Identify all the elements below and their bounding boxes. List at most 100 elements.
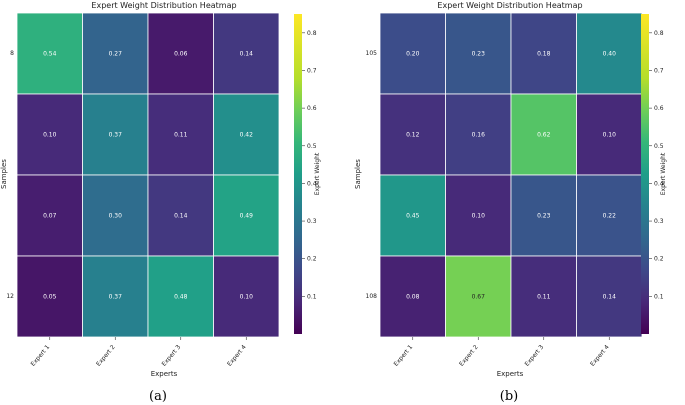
- cell-value-label: 0.08: [406, 294, 420, 301]
- cell-value-label: 0.62: [537, 132, 551, 139]
- x-tick-label: Expert 2: [458, 344, 480, 368]
- x-axis-label: Experts: [497, 370, 524, 378]
- heatmap-cell: [16, 255, 83, 338]
- heatmap-cell: [213, 93, 280, 176]
- heatmap-cell: [82, 255, 149, 338]
- x-tick-label: Expert 4: [589, 344, 611, 368]
- colorbar-tick-label: 0.6: [307, 105, 317, 112]
- colorbar-tick-label: 0.5: [654, 143, 664, 150]
- heatmap-cell: [82, 93, 149, 176]
- x-tick-label: Expert 2: [95, 344, 117, 368]
- cell-value-label: 0.10: [603, 132, 617, 139]
- heatmap-cell: [213, 12, 280, 95]
- panel-caption: (b): [500, 389, 518, 404]
- cell-value-label: 0.10: [472, 213, 486, 220]
- heatmap-cell: [147, 12, 214, 95]
- heatmap-cell: [213, 255, 280, 338]
- heatmap-cell: [510, 12, 577, 95]
- cell-value-label: 0.48: [174, 294, 188, 301]
- cell-value-label: 0.10: [43, 132, 57, 139]
- colorbar-tick-label: 0.6: [654, 105, 664, 112]
- cell-value-label: 0.07: [43, 213, 57, 220]
- heatmap-cell: [213, 174, 280, 257]
- cell-value-label: 0.45: [406, 213, 420, 220]
- x-tick-labels: Expert 1 Expert 2 Expert 3 Expert 4: [393, 337, 611, 368]
- cell-value-label: 0.67: [472, 294, 486, 301]
- colorbar-tick-label: 0.3: [307, 218, 317, 225]
- cell-value-label: 0.11: [174, 132, 188, 139]
- cell-value-label: 0.10: [240, 294, 254, 301]
- heatmap-grid: 0.54 0.27 0.06 0.14 0.10 0.37 0.11 0.42 0.07 0.30…: [16, 12, 280, 338]
- heatmap-cell: [445, 174, 512, 257]
- x-tick-label: Expert 1: [393, 344, 415, 368]
- cell-value-label: 0.23: [537, 213, 551, 220]
- heatmap-cell: [379, 12, 446, 95]
- heatmap-cell: [379, 93, 446, 176]
- cell-value-label: 0.23: [472, 51, 486, 58]
- colorbar-tick-label: 0.7: [654, 67, 664, 74]
- panel-caption: (a): [149, 389, 167, 404]
- cell-value-label: 0.40: [603, 51, 617, 58]
- cell-value-label: 0.22: [603, 213, 617, 220]
- cell-value-label: 0.18: [537, 51, 551, 58]
- cell-value-label: 0.37: [109, 132, 123, 139]
- colorbar: 0.1 0.2 0.3 0.4 0.5 0.6 0.7 0.8 Expert Weight: [294, 14, 321, 334]
- cell-value-label: 0.05: [43, 294, 57, 301]
- x-tick-label: Expert 3: [161, 344, 183, 368]
- colorbar-tick-label: 0.4: [307, 180, 317, 187]
- chart-title: Expert Weight Distribution Heatmap: [91, 1, 236, 10]
- colorbar: 0.1 0.2 0.3 0.4 0.5 0.6 0.7 0.8 Expert Weight: [641, 14, 667, 334]
- y-tick-label: 105: [366, 50, 378, 57]
- heatmap-cell: [510, 255, 577, 338]
- cell-value-label: 0.11: [537, 294, 551, 301]
- heatmap-cell: [16, 12, 83, 95]
- colorbar-tick-label: 0.2: [654, 256, 664, 263]
- heatmap-cell: [576, 255, 643, 338]
- colorbar-tick-label: 0.8: [654, 30, 664, 37]
- x-axis-label: Experts: [151, 370, 178, 378]
- heatmap-cell: [445, 12, 512, 95]
- heatmap-cell: [445, 255, 512, 338]
- cell-value-label: 0.14: [174, 213, 188, 220]
- colorbar-tick-label: 0.1: [307, 293, 317, 300]
- cell-value-label: 0.54: [43, 51, 57, 58]
- heatmap-cell: [16, 93, 83, 176]
- y-tick-labels: 105 108: [366, 50, 378, 300]
- colorbar-tick-label: 0.2: [307, 256, 317, 263]
- heatmap-cell: [445, 93, 512, 176]
- cell-value-label: 0.06: [174, 51, 188, 58]
- cell-value-label: 0.14: [603, 294, 617, 301]
- colorbar-tick-label: 0.1: [654, 293, 664, 300]
- cell-value-label: 0.27: [109, 51, 123, 58]
- chart-title: Expert Weight Distribution Heatmap: [437, 1, 582, 10]
- heatmap-cell: [147, 255, 214, 338]
- cell-value-label: 0.20: [406, 51, 420, 58]
- cell-value-label: 0.16: [472, 132, 486, 139]
- cell-value-label: 0.12: [406, 132, 420, 139]
- heatmap-cell: [576, 12, 643, 95]
- colorbar-tick-label: 0.7: [307, 67, 317, 74]
- cell-value-label: 0.37: [109, 294, 123, 301]
- y-axis-label: Samples: [0, 159, 8, 189]
- cell-value-label: 0.49: [240, 213, 254, 220]
- y-tick-labels: 8 12: [6, 50, 14, 300]
- colorbar-gradient: [294, 14, 302, 334]
- y-tick-label: 12: [6, 293, 14, 300]
- heatmap-cell: [82, 12, 149, 95]
- cell-value-label: 0.30: [109, 213, 123, 220]
- y-axis-label: Samples: [354, 159, 362, 189]
- colorbar-label: Expert Weight: [660, 152, 667, 195]
- colorbar-tick-label: 0.5: [307, 143, 317, 150]
- colorbar-ticks: 0.1 0.2 0.3 0.4 0.5 0.6 0.7 0.8: [649, 30, 664, 300]
- colorbar-gradient: [641, 14, 649, 334]
- colorbar-label: Expert Weight: [314, 152, 321, 195]
- x-tick-label: Expert 4: [226, 344, 248, 368]
- colorbar-tick-label: 0.3: [654, 218, 664, 225]
- x-tick-label: Expert 1: [30, 344, 52, 368]
- x-tick-labels: Expert 1 Expert 2 Expert 3 Expert 4: [30, 337, 248, 368]
- heatmap-panel-b: Expert Weight Distribution Heatmap 0.20 0…: [354, 1, 667, 404]
- colorbar-tick-label: 0.8: [307, 30, 317, 37]
- colorbar-tick-label: 0.4: [654, 180, 664, 187]
- heatmap-cell: [576, 174, 643, 257]
